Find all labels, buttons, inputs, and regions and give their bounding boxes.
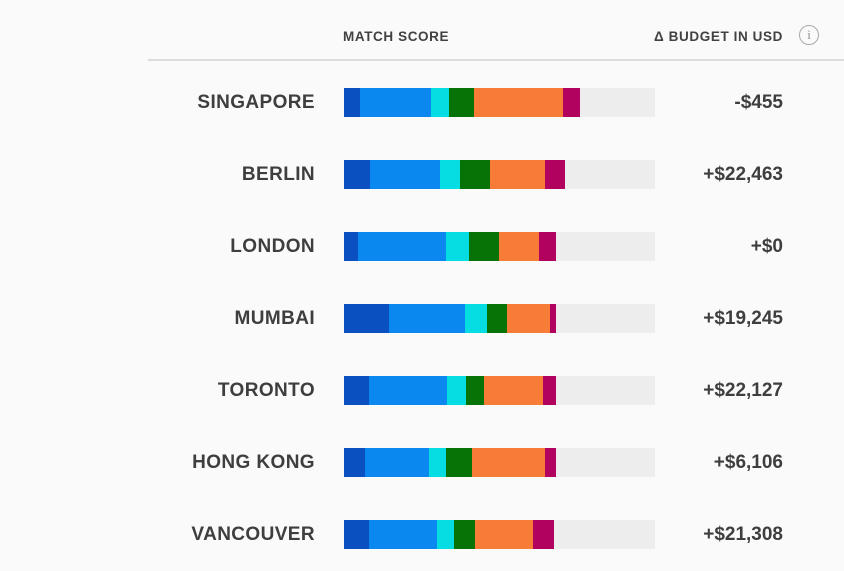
score-segment-cyan [431, 88, 449, 117]
table-row: SINGAPORE -$455 [0, 67, 844, 139]
header-divider [148, 59, 844, 61]
budget-delta-value: +$21,308 [703, 524, 783, 545]
score-segment-orange [490, 160, 545, 189]
score-segment-cyan [446, 232, 469, 261]
score-segment-dark-blue [344, 448, 365, 477]
score-segment-green [466, 376, 484, 405]
match-score-bar[interactable] [344, 232, 655, 261]
city-label[interactable]: BERLIN [241, 164, 315, 185]
score-segment-magenta [533, 520, 554, 549]
table-row: VANCOUVER +$21,308 [0, 499, 844, 571]
score-segment-orange [474, 88, 563, 117]
budget-delta-value: -$455 [734, 92, 783, 113]
score-segment-green [449, 88, 474, 117]
match-score-bar[interactable] [344, 448, 655, 477]
table-row: HONG KONG +$6,106 [0, 427, 844, 499]
score-segment-orange [499, 232, 539, 261]
score-segment-dark-blue [344, 232, 358, 261]
score-segment-green [460, 160, 490, 189]
score-segment-cyan [429, 448, 446, 477]
score-segment-magenta [563, 88, 580, 117]
score-segment-magenta [539, 232, 556, 261]
city-comparison-list: SINGAPORE -$455 BERLIN +$22,463 LONDON +… [0, 67, 844, 571]
score-segment-magenta [543, 376, 556, 405]
score-segment-blue [358, 232, 446, 261]
score-segment-blue [369, 520, 437, 549]
score-segment-blue [365, 448, 429, 477]
budget-delta-value: +$22,463 [703, 164, 783, 185]
score-segment-green [487, 304, 507, 333]
table-row: BERLIN +$22,463 [0, 139, 844, 211]
info-icon[interactable]: i [799, 25, 819, 45]
table-row: LONDON +$0 [0, 211, 844, 283]
score-segment-green [454, 520, 475, 549]
city-label[interactable]: VANCOUVER [191, 524, 315, 545]
city-label[interactable]: SINGAPORE [197, 92, 315, 113]
score-segment-dark-blue [344, 304, 389, 333]
score-segment-cyan [437, 520, 454, 549]
table-row: MUMBAI +$19,245 [0, 283, 844, 355]
city-label[interactable]: HONG KONG [192, 452, 315, 473]
score-segment-cyan [440, 160, 460, 189]
score-segment-orange [475, 520, 533, 549]
match-score-bar[interactable] [344, 160, 655, 189]
match-score-bar[interactable] [344, 376, 655, 405]
budget-delta-value: +$0 [750, 236, 783, 257]
match-score-bar[interactable] [344, 88, 655, 117]
score-segment-magenta [545, 160, 565, 189]
score-segment-blue [370, 160, 440, 189]
budget-delta-value: +$6,106 [713, 452, 783, 473]
score-segment-cyan [447, 376, 466, 405]
table-row: TORONTO +$22,127 [0, 355, 844, 427]
info-icon-glyph: i [807, 27, 811, 42]
budget-column-header: Δ BUDGET IN USD [654, 29, 783, 44]
budget-delta-value: +$19,245 [703, 308, 783, 329]
score-segment-orange [507, 304, 550, 333]
score-segment-dark-blue [344, 520, 369, 549]
score-segment-blue [360, 88, 431, 117]
score-segment-magenta [550, 304, 556, 333]
score-segment-orange [472, 448, 545, 477]
score-segment-orange [484, 376, 543, 405]
score-segment-magenta [545, 448, 556, 477]
match-score-bar[interactable] [344, 304, 655, 333]
score-segment-green [446, 448, 472, 477]
match-score-column-header: MATCH SCORE [343, 29, 450, 44]
score-segment-dark-blue [344, 88, 360, 117]
score-segment-blue [369, 376, 447, 405]
budget-delta-value: +$22,127 [703, 380, 783, 401]
city-label[interactable]: TORONTO [217, 380, 315, 401]
city-label[interactable]: MUMBAI [234, 308, 315, 329]
score-segment-green [469, 232, 499, 261]
city-label[interactable]: LONDON [230, 236, 315, 257]
match-score-bar[interactable] [344, 520, 655, 549]
score-segment-blue [389, 304, 465, 333]
score-segment-dark-blue [344, 376, 369, 405]
score-segment-dark-blue [344, 160, 370, 189]
score-segment-cyan [465, 304, 487, 333]
